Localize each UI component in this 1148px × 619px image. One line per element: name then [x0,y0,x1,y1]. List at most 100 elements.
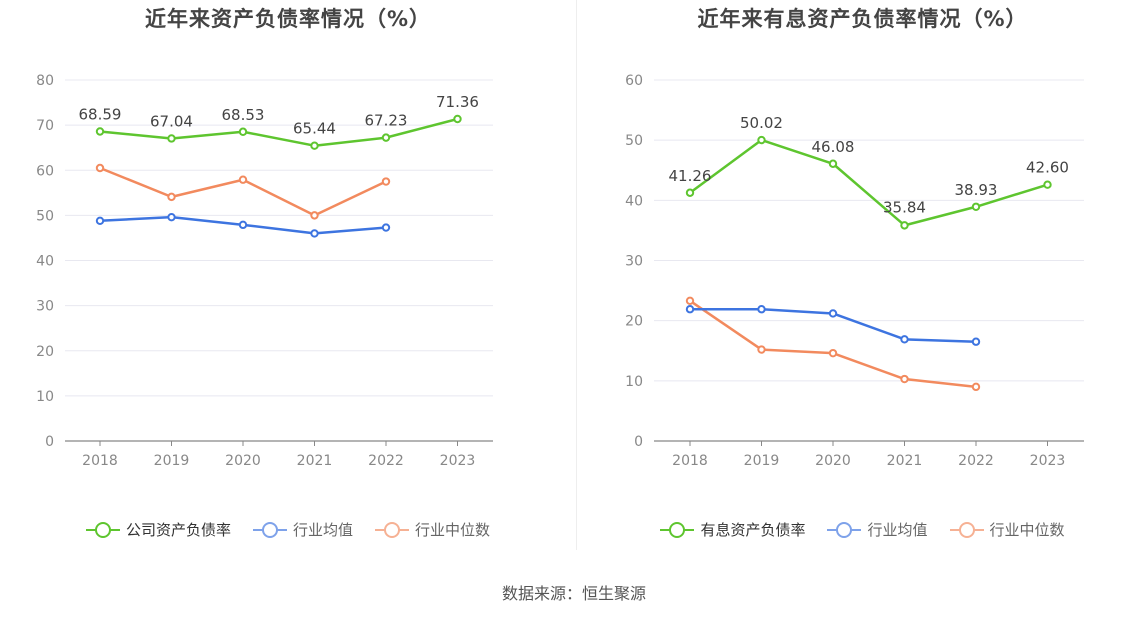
x-tick-label: 2023 [440,453,476,469]
data-point[interactable] [310,141,319,150]
data-point[interactable] [310,211,319,220]
left-chart-panel: 近年来资产负债率情况（%） 0 10 20 30 40 50 60 70 80 2018 2019 2… [0,0,576,560]
chart-legend: 公司资产负债率 行业均值 行业中位数 [0,519,576,540]
data-point[interactable] [95,216,105,225]
data-point[interactable] [900,335,909,344]
data-point[interactable] [971,382,981,392]
legend-line-circle-icon [949,521,984,538]
legend-label: 行业中位数 [989,521,1065,539]
data-point[interactable] [685,305,695,314]
x-tick-label: 2021 [297,453,333,469]
data-point[interactable] [95,127,105,136]
legend-line-circle-icon [660,521,695,538]
y-tick-label: 60 [625,73,643,89]
y-tick-label: 50 [36,208,54,224]
data-point[interactable] [685,188,695,197]
x-tick-label: 2023 [1030,453,1066,469]
legend-item[interactable]: 行业中位数 [375,519,490,540]
data-point[interactable] [95,163,105,173]
interest-bearing-debt-ratio-chart: 0 10 20 30 40 50 60 2018 2019 2020 2021 2022 2023 41.… [625,73,1084,469]
data-point[interactable] [757,135,766,145]
data-label: 68.53 [222,106,265,124]
data-point[interactable] [900,221,909,230]
data-point[interactable] [900,374,909,384]
data-label: 46.08 [812,138,855,156]
legend-label: 行业中位数 [415,521,491,539]
data-point[interactable] [1043,180,1052,189]
y-tick-label: 10 [625,374,643,390]
data-label: 50.02 [740,114,783,132]
y-tick-label: 50 [625,133,643,149]
series-line [689,138,1048,227]
data-point[interactable] [238,175,248,184]
x-tick-label: 2020 [815,453,851,469]
data-point[interactable] [828,159,838,168]
y-tick-label: 0 [634,434,643,450]
data-label: 42.60 [1026,159,1069,177]
y-tick-label: 60 [36,163,54,179]
x-tick-label: 2020 [225,453,261,469]
x-tick-label: 2019 [744,453,780,469]
legend-item[interactable]: 公司资产负债率 [85,519,231,540]
legend-label: 行业均值 [867,521,928,539]
right-chart-panel: 近年来有息资产负债率情况（%） 0 10 20 30 40 50 60 2018 2019 202… [577,0,1148,560]
chart-title: 近年来资产负债率情况（%） [144,7,432,31]
x-tick-label: 2022 [958,453,994,469]
data-label: 68.59 [79,105,122,123]
legend-item[interactable]: 行业中位数 [949,519,1065,540]
y-tick-label: 0 [45,434,54,450]
legend-item[interactable]: 行业均值 [827,519,928,540]
legend-item[interactable]: 行业均值 [252,519,353,540]
data-point[interactable] [685,296,695,306]
debt-ratio-chart: 0 10 20 30 40 50 60 70 80 2018 2019 2020 2021 2022 202… [36,73,493,469]
legend-line-circle-icon [252,521,287,538]
panel-divider [576,0,577,550]
x-tick-label: 2022 [368,453,404,469]
data-point[interactable] [757,305,766,314]
data-label: 38.93 [955,181,998,199]
data-label: 67.04 [150,112,193,130]
data-point[interactable] [971,337,981,346]
legend-label: 行业均值 [292,521,353,539]
y-tick-label: 40 [625,193,643,209]
data-point[interactable] [167,212,176,222]
data-point[interactable] [828,309,838,318]
data-label: 67.23 [365,112,408,130]
chart-legend: 有息资产负债率 行业均值 行业中位数 [577,519,1148,540]
y-tick-label: 20 [625,314,643,330]
y-tick-label: 10 [36,389,54,405]
y-tick-label: 40 [36,254,54,270]
data-point[interactable] [381,223,391,232]
data-point[interactable] [310,229,319,238]
y-tick-label: 70 [36,118,54,134]
data-point[interactable] [381,133,391,142]
legend-line-circle-icon [85,521,120,538]
data-label: 35.84 [883,198,926,216]
data-point[interactable] [971,202,981,211]
data-point[interactable] [167,134,176,143]
legend-label: 有息资产负债率 [700,521,806,539]
data-label: 65.44 [293,120,336,138]
y-tick-label: 20 [36,344,54,360]
legend-line-circle-icon [827,521,862,538]
legend-line-circle-icon [375,521,409,538]
x-tick-label: 2018 [82,453,118,469]
x-tick-label: 2021 [887,453,923,469]
data-point[interactable] [453,114,462,124]
data-point[interactable] [828,348,838,358]
x-tick-label: 2019 [154,453,190,469]
data-point[interactable] [757,345,766,354]
y-tick-label: 80 [36,73,54,89]
data-point[interactable] [238,127,248,136]
series-line [99,117,458,147]
y-tick-label: 30 [625,254,643,270]
data-point[interactable] [167,192,176,202]
series-line [99,166,387,217]
legend-item[interactable]: 有息资产负债率 [660,519,805,540]
data-label: 71.36 [436,93,479,111]
legend-label: 公司资产负债率 [125,521,231,539]
y-tick-label: 30 [36,299,54,315]
data-point[interactable] [381,177,391,186]
chart-title: 近年来有息资产负债率情况（%） [697,7,1028,31]
data-point[interactable] [238,220,248,230]
